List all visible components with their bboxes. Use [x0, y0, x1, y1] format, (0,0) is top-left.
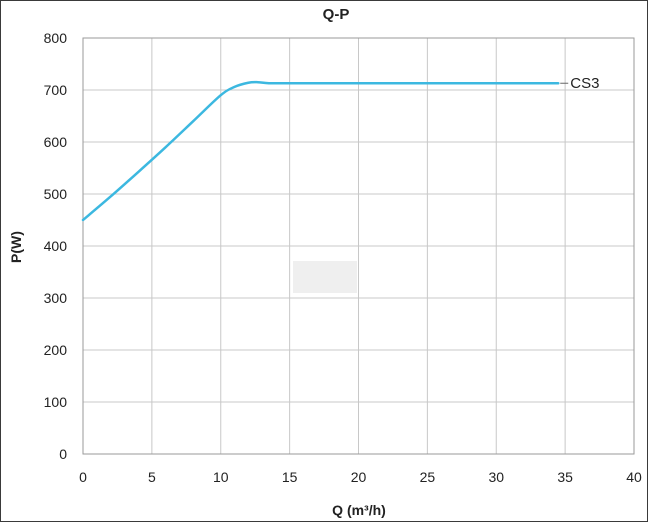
x-tick-label: 25: [420, 469, 436, 485]
x-tick-label: 40: [626, 469, 642, 485]
x-tick-label: 5: [148, 469, 156, 485]
y-tick-label: 0: [59, 446, 67, 462]
x-tick-label: 15: [282, 469, 298, 485]
y-tick-label: 200: [44, 342, 68, 358]
plot-border: [82, 37, 635, 455]
y-tick-label: 400: [44, 238, 68, 254]
x-tick-label: 0: [79, 469, 87, 485]
x-tick-label: 10: [213, 469, 229, 485]
watermark-patch: [293, 261, 357, 293]
x-tick-label: 20: [351, 469, 367, 485]
series-line-cs3: [81, 80, 560, 222]
grid: [82, 37, 635, 455]
y-axis-label: P(W): [8, 231, 24, 263]
y-tick-label: 300: [44, 290, 68, 306]
y-tick-label: 700: [44, 82, 68, 98]
chart-title: Q-P: [323, 6, 350, 23]
x-axis-label: Q (m³/h): [332, 502, 386, 518]
plot-area-border: [82, 37, 635, 455]
x-tick-label: 35: [557, 469, 573, 485]
y-tick-label: 600: [44, 134, 68, 150]
y-tick-label: 100: [44, 394, 68, 410]
x-tick-label: 30: [488, 469, 504, 485]
y-tick-label: 500: [44, 186, 68, 202]
series-label-cs3: CS3: [570, 75, 599, 92]
y-tick-labels: 0 100 200 300 400 500 600 700 800: [44, 30, 68, 462]
y-tick-label: 800: [44, 30, 68, 46]
x-tick-labels: 0 5 10 15 20 25 30 35 40: [79, 469, 642, 485]
